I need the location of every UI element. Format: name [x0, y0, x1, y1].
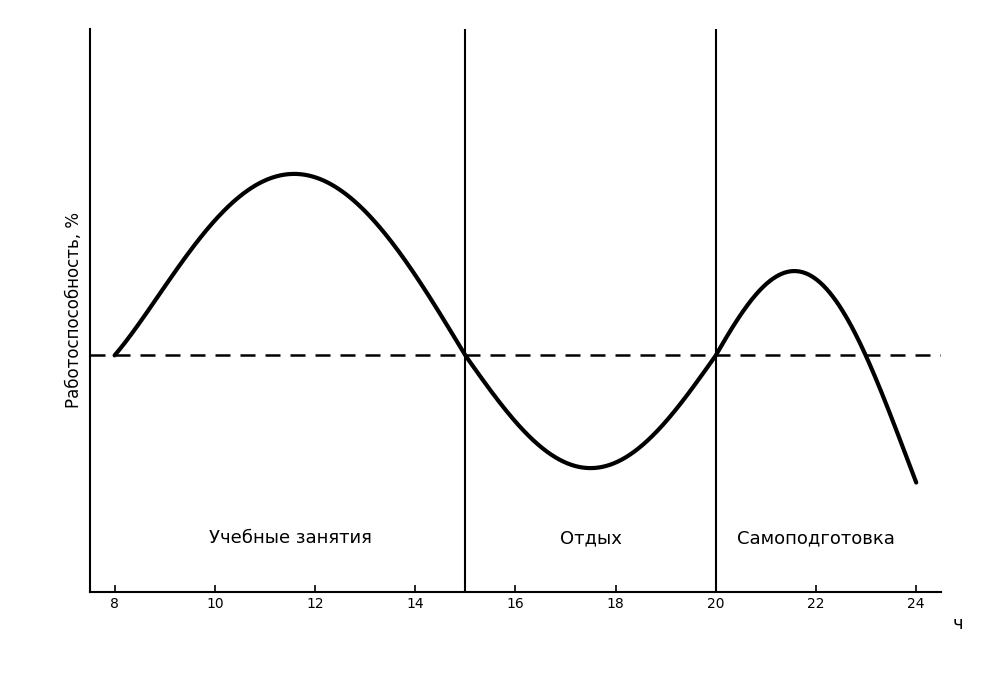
X-axis label: ч: ч: [953, 615, 963, 632]
Text: Учебные занятия: Учебные занятия: [208, 529, 371, 547]
Y-axis label: Работоспособность, %: Работоспособность, %: [64, 212, 82, 408]
Text: Самоподготовка: Самоподготовка: [737, 529, 895, 547]
Text: Отдых: Отдых: [559, 529, 622, 547]
